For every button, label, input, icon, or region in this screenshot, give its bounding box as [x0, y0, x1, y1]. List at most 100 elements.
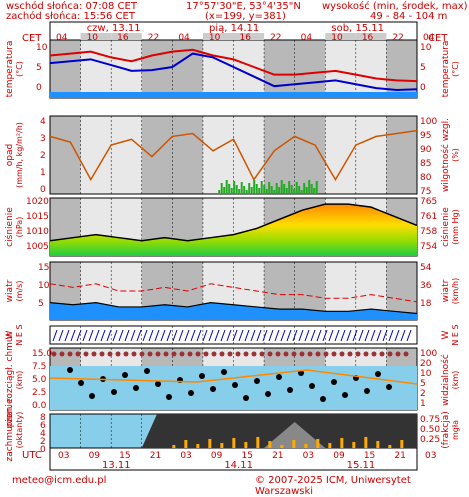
wind-arrow: [406, 329, 412, 342]
precip-tick: 0: [40, 185, 46, 195]
humidity-tick: 80: [420, 173, 432, 183]
pressure-tick-right: 758: [420, 227, 437, 237]
cloud-dot-dark: [78, 380, 84, 386]
bottom-hour: 21: [394, 451, 405, 461]
ylabel-right-cover: (frakcja): [441, 411, 451, 449]
precip-bar: [233, 181, 236, 194]
fog-bar: [304, 444, 308, 448]
pressure-tick-right: 754: [420, 242, 437, 252]
cloud-dot-dark: [364, 388, 370, 394]
timezone-right: CET: [428, 33, 448, 44]
precip-bar: [298, 186, 301, 194]
wind-arrow: [280, 329, 286, 342]
precip-bar: [265, 189, 268, 194]
wind-arrow: [238, 329, 244, 342]
day-band: [325, 262, 356, 320]
wind-arrow: [124, 329, 130, 342]
humidity-line: [49, 129, 418, 182]
bottom-day: 13.11: [102, 460, 131, 471]
wind-arrow: [136, 329, 142, 342]
fog-bar: [208, 439, 212, 448]
precip-bar: [223, 187, 226, 194]
fog-tick: 0.75: [420, 415, 440, 425]
ylabel-left-wind: wiatr: [5, 279, 15, 302]
precip-bar: [225, 180, 228, 194]
cloud-tick: 15.0: [32, 349, 52, 359]
height-values: 49 - 84 - 104 m: [370, 11, 448, 22]
wind-arrow: [70, 329, 76, 342]
cloud-dot: [267, 351, 273, 357]
ylabel-right2-pressure: (mm Hg): [451, 209, 460, 244]
temp-tick-right: 0: [420, 83, 426, 93]
top-hour: 16: [117, 33, 129, 43]
precip-bar: [283, 184, 286, 194]
cloud-dot: [331, 351, 337, 357]
wind-arrow: [334, 329, 340, 342]
fog-bar: [256, 437, 260, 448]
fog-bar: [244, 442, 248, 448]
ylabel-left2-cover: (oktanty): [15, 412, 24, 449]
precip-bar: [248, 183, 251, 194]
cloud-dot: [195, 351, 201, 357]
humidity-tick: 85: [420, 159, 431, 169]
wind-arrow: [202, 329, 208, 342]
precip-bar: [285, 188, 288, 194]
precip-bar: [250, 187, 253, 194]
wind-arrow: [178, 329, 184, 342]
temp-tick-right: 10: [420, 43, 432, 53]
cloud-dot-dark: [188, 390, 194, 396]
precip-bar: [258, 188, 261, 194]
cloud-dot: [227, 351, 233, 357]
cloud-dot: [51, 351, 57, 357]
visibility-line: [49, 369, 418, 385]
precip-bar: [260, 181, 263, 194]
cloud-tick: 2.5: [32, 388, 46, 398]
wind-arrow: [112, 329, 118, 342]
cloud-dot-dark: [386, 384, 392, 390]
cloud-dot: [283, 351, 289, 357]
day-band: [202, 116, 234, 194]
visibility-tick: 1: [420, 399, 426, 409]
wind-arrow: [376, 329, 382, 342]
fog-bar: [400, 440, 404, 448]
temp-tick: 0: [36, 83, 42, 93]
wind-arrow: [274, 329, 280, 342]
ylabel-right-winddir: W: [441, 330, 451, 339]
wind-tick: 10: [38, 281, 50, 291]
day-band: [325, 116, 356, 194]
wind-tick: 15: [38, 263, 49, 273]
top-hour: 22: [270, 33, 281, 43]
top-hour: 04: [423, 33, 435, 43]
precip-bar: [270, 186, 273, 194]
wind-arrow: [244, 329, 250, 342]
cloud-dot: [403, 351, 409, 357]
precip-bar: [288, 181, 291, 194]
fog-bar: [316, 439, 320, 448]
precip-bar: [308, 180, 311, 194]
cloud-tick: 0.0: [32, 401, 47, 411]
precip-bar: [230, 188, 233, 194]
sunrise-text: wschód słońca: 07:08 CET: [6, 1, 137, 12]
precip-bar: [290, 185, 293, 194]
wind-tick: 5: [38, 299, 44, 309]
bottom-day: 14.11: [224, 460, 253, 471]
top-hour: 22: [148, 33, 159, 43]
top-hour: 04: [56, 33, 68, 43]
top-hour: 04: [178, 33, 190, 43]
wind-arrow: [160, 329, 166, 342]
fog-bar: [268, 441, 272, 448]
wind-arrow: [388, 329, 394, 342]
ylabel-right2-temperature: (°C): [451, 61, 460, 77]
cloud-dot-dark: [166, 394, 172, 400]
cloud-dot: [299, 351, 305, 357]
wind-arrow: [232, 329, 238, 342]
bottom-hour: 21: [150, 451, 161, 461]
precip-bar: [255, 184, 258, 194]
cover-tick: 4: [40, 429, 46, 439]
sunset-text: zachód słońca: 15:56 CET: [6, 11, 135, 22]
precip-bar: [305, 187, 308, 194]
precip-bar: [240, 182, 243, 194]
cloud-area: [50, 366, 417, 410]
bottom-hour: 09: [333, 451, 345, 461]
precip-bar: [228, 184, 231, 194]
